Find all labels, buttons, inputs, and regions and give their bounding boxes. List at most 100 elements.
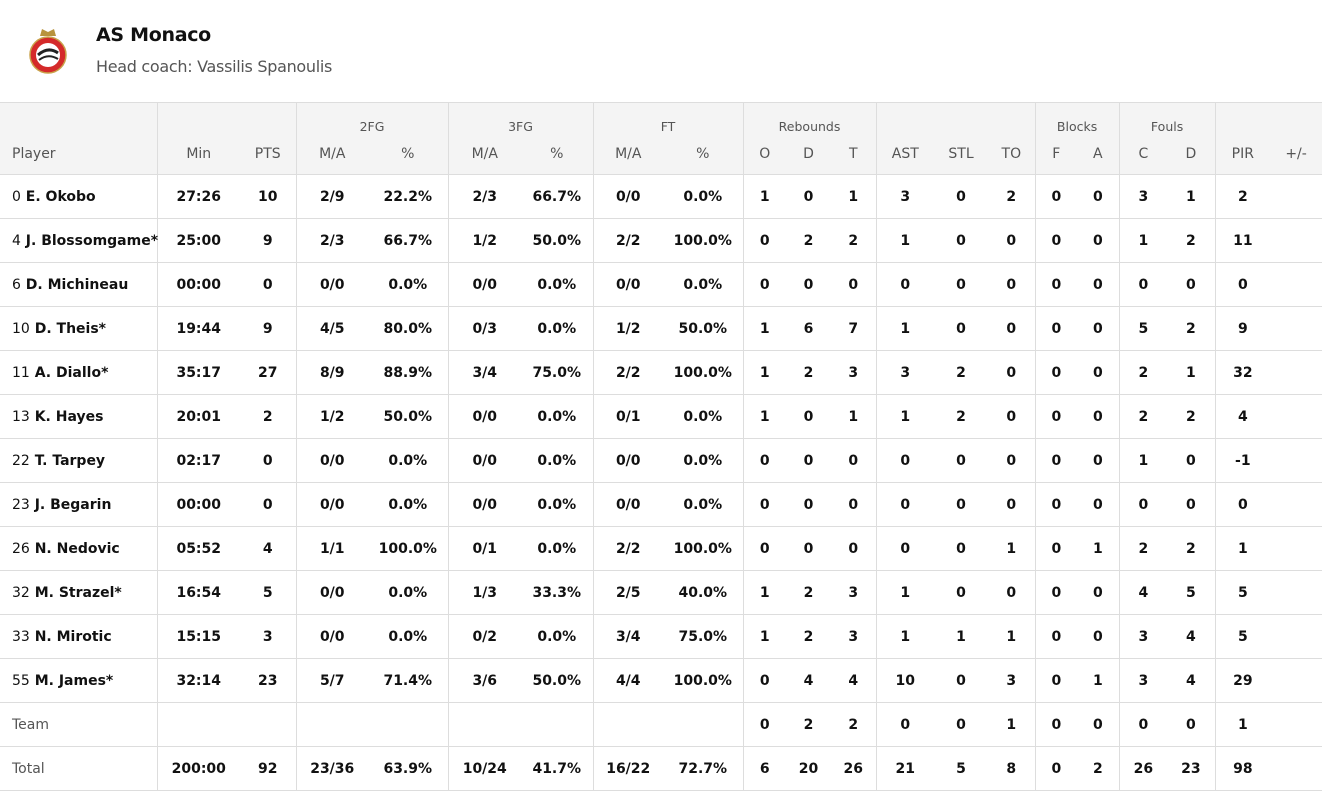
player-name[interactable]: E. Okobo	[25, 188, 96, 205]
stat-3fg-ma: 0/0	[447, 438, 521, 483]
stat-pir: 1	[1214, 526, 1271, 571]
group-blocks: Blocks	[1034, 102, 1120, 134]
col-header-ast[interactable]: AST	[875, 134, 935, 175]
stat-2fg-pct: 63.9%	[368, 746, 448, 791]
col-header-fouls-d[interactable]: D	[1167, 134, 1216, 175]
stat-stl: 0	[934, 702, 989, 747]
stat-pir: 29	[1214, 658, 1271, 703]
player-name[interactable]: A. Diallo*	[34, 364, 109, 381]
player-name[interactable]: D. Theis*	[34, 320, 106, 337]
player-cell[interactable]: 26 N. Nedovic	[0, 526, 157, 571]
stat-reb-t: 3	[831, 350, 877, 395]
player-cell[interactable]: 22 T. Tarpey	[0, 438, 157, 483]
stat-reb-d: 2	[786, 350, 832, 395]
player-name[interactable]: J. Blossomgame*	[25, 232, 159, 249]
stat-blk-f: 0	[1034, 350, 1078, 395]
stat-fouls-d: 0	[1167, 482, 1216, 527]
stat-plus-minus	[1270, 614, 1322, 659]
col-header-ft-pct[interactable]: %	[663, 134, 744, 175]
table-row: 11 A. Diallo* 35:17 27 8/9 88.9% 3/4 75.0% 2/2 1…	[0, 350, 1322, 395]
stat-3fg-ma: 1/3	[447, 570, 521, 615]
stat-3fg-pct: 0.0%	[521, 306, 593, 351]
stat-pts: 9	[240, 306, 296, 351]
stat-ast: 1	[875, 614, 935, 659]
col-header-2fg-pct[interactable]: %	[368, 134, 448, 175]
player-name[interactable]: N. Mirotic	[34, 628, 112, 645]
col-header-2fg-ma[interactable]: M/A	[295, 134, 368, 175]
player-cell[interactable]: 13 K. Hayes	[0, 394, 157, 439]
stat-reb-t: 1	[831, 174, 877, 219]
col-header-pts[interactable]: PTS	[240, 134, 296, 175]
player-name[interactable]: N. Nedovic	[34, 540, 120, 557]
player-name[interactable]: D. Michineau	[25, 276, 129, 293]
player-cell[interactable]: 10 D. Theis*	[0, 306, 157, 351]
player-number: 55	[12, 672, 30, 689]
col-header-3fg-ma[interactable]: M/A	[447, 134, 521, 175]
stat-pts: 0	[240, 262, 296, 307]
stat-ft-ma: 2/2	[592, 526, 663, 571]
stat-3fg-pct: 0.0%	[521, 614, 593, 659]
player-cell[interactable]: 23 J. Begarin	[0, 482, 157, 527]
stat-reb-d: 2	[786, 570, 832, 615]
col-header-to[interactable]: TO	[988, 134, 1036, 175]
player-name[interactable]: M. Strazel*	[34, 584, 122, 601]
player-cell[interactable]: 55 M. James*	[0, 658, 157, 703]
col-header-reb-o[interactable]: O	[742, 134, 787, 175]
player-name[interactable]: J. Begarin	[34, 496, 112, 513]
stat-3fg-pct: 0.0%	[521, 526, 593, 571]
stat-pts: 92	[240, 746, 296, 791]
col-header-player[interactable]: Player	[0, 134, 157, 175]
stat-min: 00:00	[156, 482, 240, 527]
stat-pts: 27	[240, 350, 296, 395]
col-header-3fg-pct[interactable]: %	[521, 134, 593, 175]
stat-reb-t: 26	[831, 746, 877, 791]
stat-blk-f: 0	[1034, 614, 1078, 659]
summary-row: Team 0 2 2 0 0 1 0 0 0 0 1	[0, 702, 1322, 747]
stat-reb-t: 2	[831, 218, 877, 263]
player-cell[interactable]: 0 E. Okobo	[0, 174, 157, 219]
stat-2fg-ma: 4/5	[295, 306, 368, 351]
stat-2fg-pct: 66.7%	[368, 218, 448, 263]
stat-2fg-pct: 0.0%	[368, 570, 448, 615]
stat-3fg-ma: 0/3	[447, 306, 521, 351]
col-header-blk-a[interactable]: A	[1077, 134, 1120, 175]
col-header-stl[interactable]: STL	[934, 134, 989, 175]
player-cell[interactable]: 11 A. Diallo*	[0, 350, 157, 395]
col-header-reb-d[interactable]: D	[786, 134, 832, 175]
player-name[interactable]: K. Hayes	[34, 408, 104, 425]
group-rebounds: Rebounds	[742, 102, 877, 134]
col-header-blk-f[interactable]: F	[1034, 134, 1078, 175]
stat-2fg-pct: 71.4%	[368, 658, 448, 703]
col-header-reb-t[interactable]: T	[831, 134, 877, 175]
stat-reb-t: 3	[831, 614, 877, 659]
stat-reb-o: 6	[742, 746, 787, 791]
stat-3fg-pct: 0.0%	[521, 482, 593, 527]
stat-reb-d: 4	[786, 658, 832, 703]
player-cell[interactable]: 33 N. Mirotic	[0, 614, 157, 659]
player-name[interactable]: T. Tarpey	[34, 452, 106, 469]
box-score-table: 2FG 3FG FT Rebounds Blocks Fouls Player M…	[0, 102, 1322, 791]
stat-pir: 98	[1214, 746, 1271, 791]
stat-min: 16:54	[156, 570, 240, 615]
col-header-fouls-c[interactable]: C	[1118, 134, 1168, 175]
table-row: 6 D. Michineau 00:00 0 0/0 0.0% 0/0 0.0% 0/0 0.0…	[0, 262, 1322, 307]
stat-ast: 1	[875, 306, 935, 351]
player-name[interactable]: M. James*	[34, 672, 114, 689]
col-header-ft-ma[interactable]: M/A	[592, 134, 663, 175]
stat-to: 2	[988, 174, 1036, 219]
player-cell[interactable]: 32 M. Strazel*	[0, 570, 157, 615]
player-cell[interactable]: 6 D. Michineau	[0, 262, 157, 307]
row-label: Total	[12, 760, 45, 777]
col-header-plus-minus[interactable]: +/-	[1270, 134, 1322, 175]
stat-pir: -1	[1214, 438, 1271, 483]
stat-fouls-c: 0	[1118, 482, 1168, 527]
stat-fouls-c: 0	[1118, 262, 1168, 307]
stat-pts: 0	[240, 482, 296, 527]
stat-blk-f: 0	[1034, 262, 1078, 307]
stat-blk-f: 0	[1034, 174, 1078, 219]
col-header-pir[interactable]: PIR	[1214, 134, 1271, 175]
stat-min: 25:00	[156, 218, 240, 263]
col-header-min[interactable]: Min	[156, 134, 240, 175]
player-cell[interactable]: 4 J. Blossomgame*	[0, 218, 159, 263]
stat-fouls-d: 0	[1167, 702, 1216, 747]
